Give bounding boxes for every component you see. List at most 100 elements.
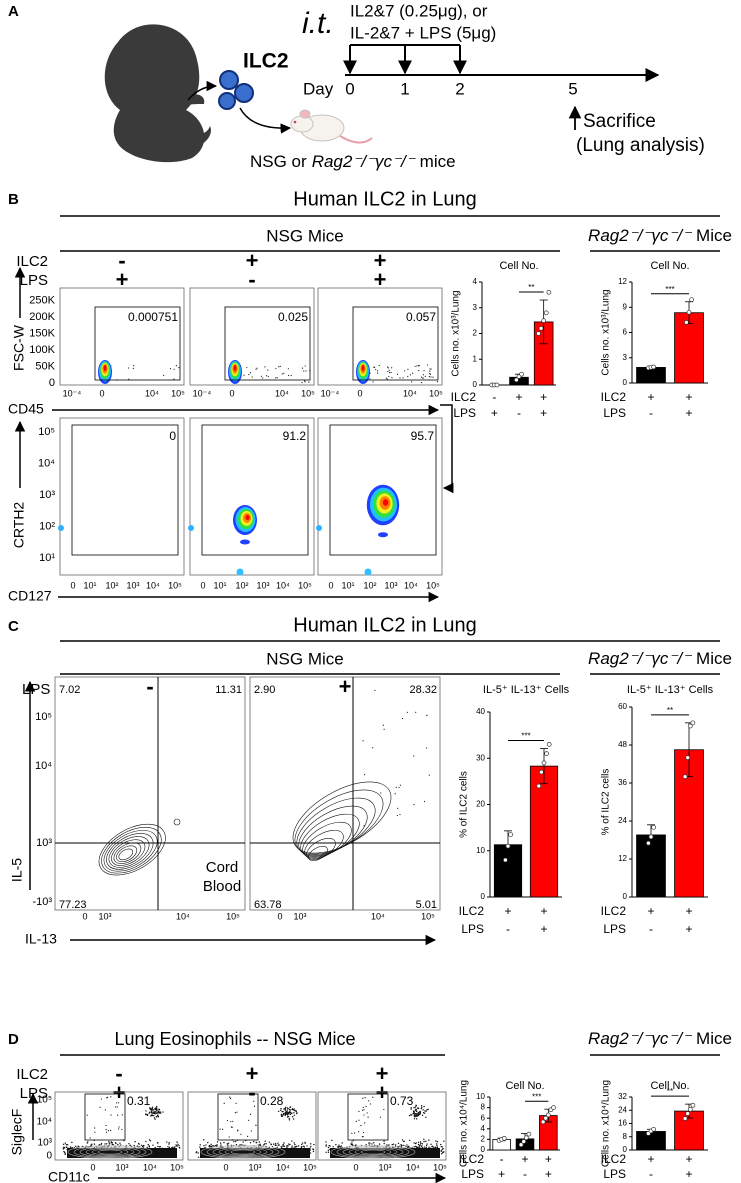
y-axis-label: % of ILC2 cells [459,771,470,838]
event-dot [114,1106,117,1108]
event-dot [253,1105,256,1107]
flow-plot-frame [317,417,443,576]
event-dot [418,364,420,367]
bar [529,765,559,898]
event-dot [440,1143,442,1146]
event-dot [150,1114,152,1117]
label: IL-2&7 + LPS (5μg) [350,23,496,42]
event-dot [211,1145,213,1147]
event-dot [128,367,130,369]
condition-sign: - [506,922,510,936]
flow-x-tick: 10⁴ [403,388,417,398]
timeline [343,44,660,130]
event-dot [274,1142,277,1145]
contour-line [206,1146,280,1159]
label: Sacrifice [583,111,656,132]
event-dot [263,1143,266,1145]
event-dot [280,1115,283,1117]
event-dot [240,1133,242,1135]
event-dot [110,1096,112,1098]
event-dot [374,689,376,692]
event-dot [145,1113,147,1116]
flow-x-tick: 10⁵ [421,911,435,921]
event-dot [443,1151,445,1153]
flow-y-tick: 50K [35,360,55,372]
event-dot [297,1145,300,1147]
event-dot [362,1135,364,1138]
event-dot [301,1143,303,1146]
event-dot [368,1142,370,1144]
event-dot [422,374,424,376]
event-dot [281,1115,284,1117]
event-dot [312,1150,315,1153]
event-dot [417,1114,420,1117]
event-dot [420,1142,422,1145]
event-dot [260,375,263,377]
chart-title: IL-5⁺ IL-13⁺ Cells [627,684,714,696]
event-dot [284,1112,286,1114]
event-dot [391,1143,393,1146]
flow-x-tick: 10⁻⁴ [63,388,82,398]
event-dot [275,367,277,370]
event-dot [226,1143,228,1145]
condition-sign: - [115,1061,122,1086]
flow-x-label: IL-13 [25,931,57,947]
event-dot [410,1114,412,1116]
event-dot [292,1118,295,1120]
event-dot [425,1144,428,1147]
event-dot [223,1141,225,1144]
row-label: ILC2 [451,390,477,404]
flow-x-tick: 10⁴ [143,1162,157,1172]
event-dot [407,368,409,370]
flow-x-tick: 0 [223,1162,228,1172]
event-dot [340,1145,343,1147]
event-dot [341,1142,343,1144]
flow-x-tick: 0 [277,911,282,921]
event-dot [121,1128,123,1131]
event-dot [409,374,412,376]
event-dot [383,1142,385,1145]
quadrant-value: 11.31 [215,684,242,696]
flow-y-tick: 10³ [39,489,55,501]
data-point [684,320,689,325]
event-dot [265,1143,267,1145]
event-dot [295,1110,298,1113]
density-contour [233,365,237,371]
event-dot [351,1132,353,1134]
y-tick-label: 2 [481,1135,486,1144]
event-dot [154,1113,156,1115]
event-dot [325,1144,327,1146]
gate [201,424,309,556]
event-dot [325,1145,327,1147]
dense-population [330,1148,440,1158]
contour-line [111,839,146,866]
label: NSG or Rag2⁻/⁻γc⁻/⁻ mice [250,152,456,171]
event-dot [279,365,281,367]
event-dot [440,1150,442,1153]
event-dot [205,1144,207,1146]
event-dot [294,1146,296,1148]
event-dot [288,1143,290,1145]
event-dot [387,370,389,373]
event-dot [441,1146,443,1148]
event-dot [362,1097,364,1099]
panel-label: B [8,191,19,208]
flow-plot-frame [317,287,443,386]
event-dot [383,728,385,730]
event-dot [117,1114,119,1116]
condition-sign: - [649,1167,653,1181]
event-dot [262,377,264,379]
event-dot [351,1141,353,1143]
event-dot [284,1109,286,1111]
event-dot [228,1136,230,1138]
event-dot [309,1152,312,1154]
significance-label: *** [532,1092,541,1101]
flow-x-tick: 10³ [248,1162,261,1172]
event-dot [418,370,420,372]
event-dot [293,1114,296,1116]
y-tick-label: 0 [623,892,628,901]
event-dot [424,1110,426,1112]
contour-line [224,1148,262,1156]
condition-sign: + [685,904,692,918]
